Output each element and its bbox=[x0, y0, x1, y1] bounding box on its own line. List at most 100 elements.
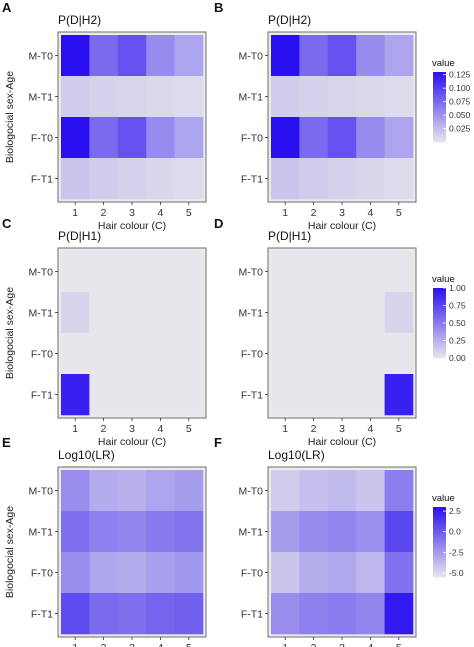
panel-d-legend-gradient-step bbox=[433, 318, 446, 321]
panel-c-x-axis-title: Hair colour (C) bbox=[98, 436, 166, 448]
panel-a-cell bbox=[174, 76, 204, 118]
panel-c-cell bbox=[117, 292, 147, 334]
panel-f-legend-gradient-step bbox=[433, 574, 446, 578]
panel-d-legend-gradient-step bbox=[433, 330, 446, 334]
panel-b-cell bbox=[356, 158, 385, 200]
panel-a-title: P(D|H2) bbox=[58, 13, 101, 27]
panel-b-legend-gradient-step bbox=[433, 112, 446, 115]
panel-f-cell bbox=[271, 511, 300, 553]
panel-d-y-tick-label: M-T0 bbox=[239, 267, 264, 279]
panel-a-cell bbox=[61, 158, 90, 200]
panel-d-x-axis-title: Hair colour (C) bbox=[308, 436, 376, 448]
panel-b-x-tick-label: 3 bbox=[339, 207, 345, 219]
panel-b-x-tick-label: 2 bbox=[311, 207, 317, 219]
panel-b-cell bbox=[271, 158, 300, 200]
panel-b-cell bbox=[271, 76, 300, 118]
panel-e-cell bbox=[89, 470, 119, 512]
panel-d-cell bbox=[356, 292, 385, 334]
panel-e-cell bbox=[146, 470, 175, 512]
panel-b-cell bbox=[271, 35, 300, 77]
panel-f-letter: F bbox=[214, 435, 222, 450]
panel-c-cell bbox=[89, 374, 119, 416]
panel-c-y-tick-label: F-T0 bbox=[31, 349, 53, 361]
panel-e-cell bbox=[117, 552, 147, 594]
panel-f-x-tick-label: 1 bbox=[282, 642, 288, 647]
panel-a-y-tick-label: M-T0 bbox=[29, 51, 54, 63]
panel-a-y-tick-label: F-T1 bbox=[31, 174, 53, 186]
panel-f-cell bbox=[327, 470, 357, 512]
panel-e-cell bbox=[174, 470, 204, 512]
panel-f-legend-tick-label: -2.5 bbox=[449, 547, 464, 557]
panel-e-cell bbox=[146, 593, 175, 635]
panel-e-y-tick-label: M-T1 bbox=[29, 527, 54, 539]
panel-d-cell bbox=[299, 251, 329, 293]
panel-a-y-tick-label: M-T1 bbox=[29, 92, 54, 104]
panel-f-title: Log10(LR) bbox=[268, 448, 325, 462]
panel-e-cell bbox=[89, 552, 119, 594]
panel-a-x-axis-title: Hair colour (C) bbox=[98, 220, 166, 232]
panel-e-y-axis-title: Biologocial sex-Age bbox=[4, 506, 16, 598]
panel-b-cell bbox=[327, 35, 357, 77]
panel-d-legend-gradient-step bbox=[433, 333, 446, 336]
panel-c-y-tick-label: M-T1 bbox=[29, 308, 54, 320]
panel-f-y-tick-label: F-T0 bbox=[241, 568, 263, 580]
panel-a-cell bbox=[174, 158, 204, 200]
panel-a-cell bbox=[117, 158, 147, 200]
panel-f-cell bbox=[356, 511, 385, 553]
panel-f-cell bbox=[299, 511, 329, 553]
panel-c-y-axis-title: Biologocial sex-Age bbox=[4, 287, 16, 379]
panel-f-legend-gradient-step bbox=[433, 544, 446, 548]
panel-f-legend-tick-label: 2.5 bbox=[449, 506, 461, 516]
panel-b-legend-gradient-step bbox=[433, 87, 446, 90]
panel-a-cell bbox=[146, 158, 175, 200]
panel-d-legend-gradient-step bbox=[433, 290, 446, 294]
panel-b-x-axis-title: Hair colour (C) bbox=[308, 220, 376, 232]
panel-b-cell bbox=[299, 35, 329, 77]
panel-f-legend-gradient-step bbox=[433, 537, 446, 540]
panel-f-legend-gradient-step bbox=[433, 572, 446, 575]
panel-f-legend-gradient-step bbox=[433, 522, 446, 525]
panel-a-cell bbox=[174, 117, 204, 159]
panel-f-y-tick-label: M-T0 bbox=[239, 486, 264, 498]
panel-b-y-tick-label: F-T1 bbox=[241, 174, 263, 186]
panel-b-y-tick-label: M-T1 bbox=[239, 92, 264, 104]
panel-b-legend-gradient-step bbox=[433, 82, 446, 85]
panel-d-legend-gradient-step bbox=[433, 345, 446, 349]
panel-e-cell bbox=[174, 593, 204, 635]
panel-f-legend-title: value bbox=[432, 493, 455, 504]
panel-d-cell bbox=[271, 333, 300, 375]
panel-a-letter: A bbox=[2, 0, 12, 15]
panel-b-letter: B bbox=[214, 0, 223, 15]
panel-c-cell bbox=[117, 251, 147, 293]
panel-c-x-tick-label: 4 bbox=[157, 423, 163, 435]
panel-b-cell bbox=[356, 76, 385, 118]
panel-b-legend-gradient-step bbox=[433, 124, 446, 128]
panel-a-cell bbox=[146, 117, 175, 159]
panel-b-cell bbox=[271, 117, 300, 159]
panel-d-legend-title: value bbox=[432, 274, 455, 285]
panel-a-x-tick-label: 2 bbox=[101, 207, 107, 219]
panel-f-legend-gradient-step bbox=[433, 552, 446, 555]
panel-d-legend-gradient-step bbox=[433, 353, 446, 356]
panel-d-cell bbox=[356, 251, 385, 293]
panel-f-legend-gradient-step bbox=[433, 527, 446, 530]
panel-d-cell bbox=[384, 251, 414, 293]
panel-a-x-tick-label: 5 bbox=[186, 207, 192, 219]
panel-f-legend-gradient-step bbox=[433, 532, 446, 535]
panel-e-x-tick-label: 3 bbox=[129, 642, 135, 647]
panel-b-legend-tick-label: 0.050 bbox=[449, 110, 471, 120]
panel-b-x-tick-label: 5 bbox=[396, 207, 402, 219]
panel-d-cell bbox=[327, 251, 357, 293]
panel-e-cell bbox=[146, 552, 175, 594]
panel-c-cell bbox=[61, 374, 90, 416]
panel-b-cell bbox=[356, 35, 385, 77]
panel-b-legend-gradient-step bbox=[433, 94, 446, 98]
panel-c-cell bbox=[174, 333, 204, 375]
panel-d-legend-gradient-step bbox=[433, 323, 446, 326]
panel-b-cell bbox=[299, 76, 329, 118]
panel-b-legend-tick-label: 0.125 bbox=[449, 70, 471, 80]
panel-f-cell bbox=[299, 470, 329, 512]
panel-b-legend-gradient-step bbox=[433, 127, 446, 130]
panel-d-legend-gradient-step bbox=[433, 338, 446, 341]
panel-e-cell bbox=[146, 511, 175, 553]
